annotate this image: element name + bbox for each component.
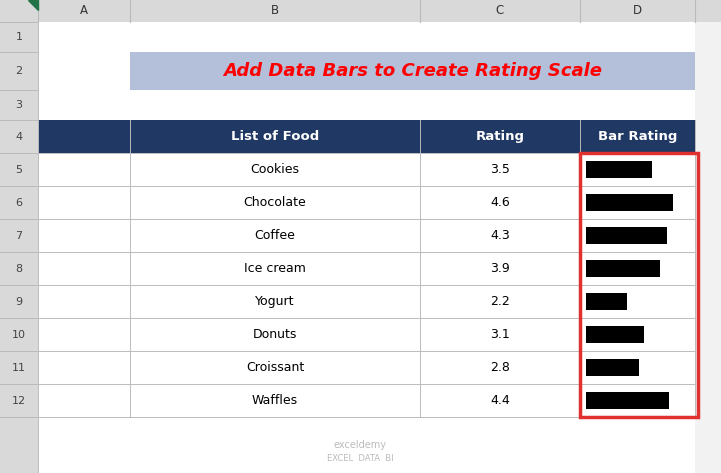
Bar xyxy=(38,252,695,285)
Text: EXCEL  DATA  BI: EXCEL DATA BI xyxy=(327,454,394,463)
Bar xyxy=(586,227,667,244)
Bar xyxy=(38,318,695,351)
Bar xyxy=(586,392,669,409)
Bar xyxy=(586,260,660,277)
Bar xyxy=(38,219,695,252)
Text: 3.5: 3.5 xyxy=(490,163,510,176)
Text: Croissant: Croissant xyxy=(246,361,304,374)
Text: Ice cream: Ice cream xyxy=(244,262,306,275)
Text: 5: 5 xyxy=(15,165,22,175)
Text: D: D xyxy=(633,5,642,18)
Bar xyxy=(586,194,673,211)
Text: Coffee: Coffee xyxy=(255,229,296,242)
Text: List of Food: List of Food xyxy=(231,130,319,143)
Bar xyxy=(586,326,645,343)
Text: 3.1: 3.1 xyxy=(490,328,510,341)
Bar xyxy=(38,120,695,153)
Text: 12: 12 xyxy=(12,395,26,405)
Text: 3.9: 3.9 xyxy=(490,262,510,275)
Text: Chocolate: Chocolate xyxy=(244,196,306,209)
Text: 2: 2 xyxy=(15,66,22,76)
Text: 1: 1 xyxy=(15,32,22,42)
Text: C: C xyxy=(496,5,504,18)
Text: 4: 4 xyxy=(15,131,22,141)
Polygon shape xyxy=(28,0,38,10)
Text: 6: 6 xyxy=(15,198,22,208)
Text: Bar Rating: Bar Rating xyxy=(598,130,677,143)
Bar xyxy=(0,0,38,22)
Text: A: A xyxy=(80,5,88,18)
Text: 9: 9 xyxy=(15,297,22,307)
Text: 3: 3 xyxy=(15,100,22,110)
Text: 8: 8 xyxy=(15,263,22,273)
Text: 2.2: 2.2 xyxy=(490,295,510,308)
Text: 7: 7 xyxy=(15,230,22,240)
Bar xyxy=(580,153,698,417)
Bar xyxy=(0,0,721,22)
Bar xyxy=(0,22,38,473)
Text: Donuts: Donuts xyxy=(253,328,297,341)
Bar xyxy=(38,186,695,219)
Text: Waffles: Waffles xyxy=(252,394,298,407)
Text: 4.3: 4.3 xyxy=(490,229,510,242)
Text: 10: 10 xyxy=(12,330,26,340)
Text: Rating: Rating xyxy=(476,130,524,143)
Bar xyxy=(38,384,695,417)
Bar xyxy=(38,285,695,318)
Text: 4.4: 4.4 xyxy=(490,394,510,407)
Bar xyxy=(586,359,639,376)
Bar xyxy=(38,351,695,384)
Text: 4.6: 4.6 xyxy=(490,196,510,209)
Text: B: B xyxy=(271,5,279,18)
Text: Add Data Bars to Create Rating Scale: Add Data Bars to Create Rating Scale xyxy=(223,62,602,80)
Text: 11: 11 xyxy=(12,362,26,373)
Text: 2.8: 2.8 xyxy=(490,361,510,374)
Bar xyxy=(38,120,130,153)
Bar xyxy=(586,293,627,310)
Text: Cookies: Cookies xyxy=(250,163,299,176)
Bar xyxy=(38,153,695,186)
Text: exceldemy: exceldemy xyxy=(334,440,386,450)
Bar xyxy=(130,52,695,90)
Text: Yogurt: Yogurt xyxy=(255,295,295,308)
Bar xyxy=(586,161,652,178)
